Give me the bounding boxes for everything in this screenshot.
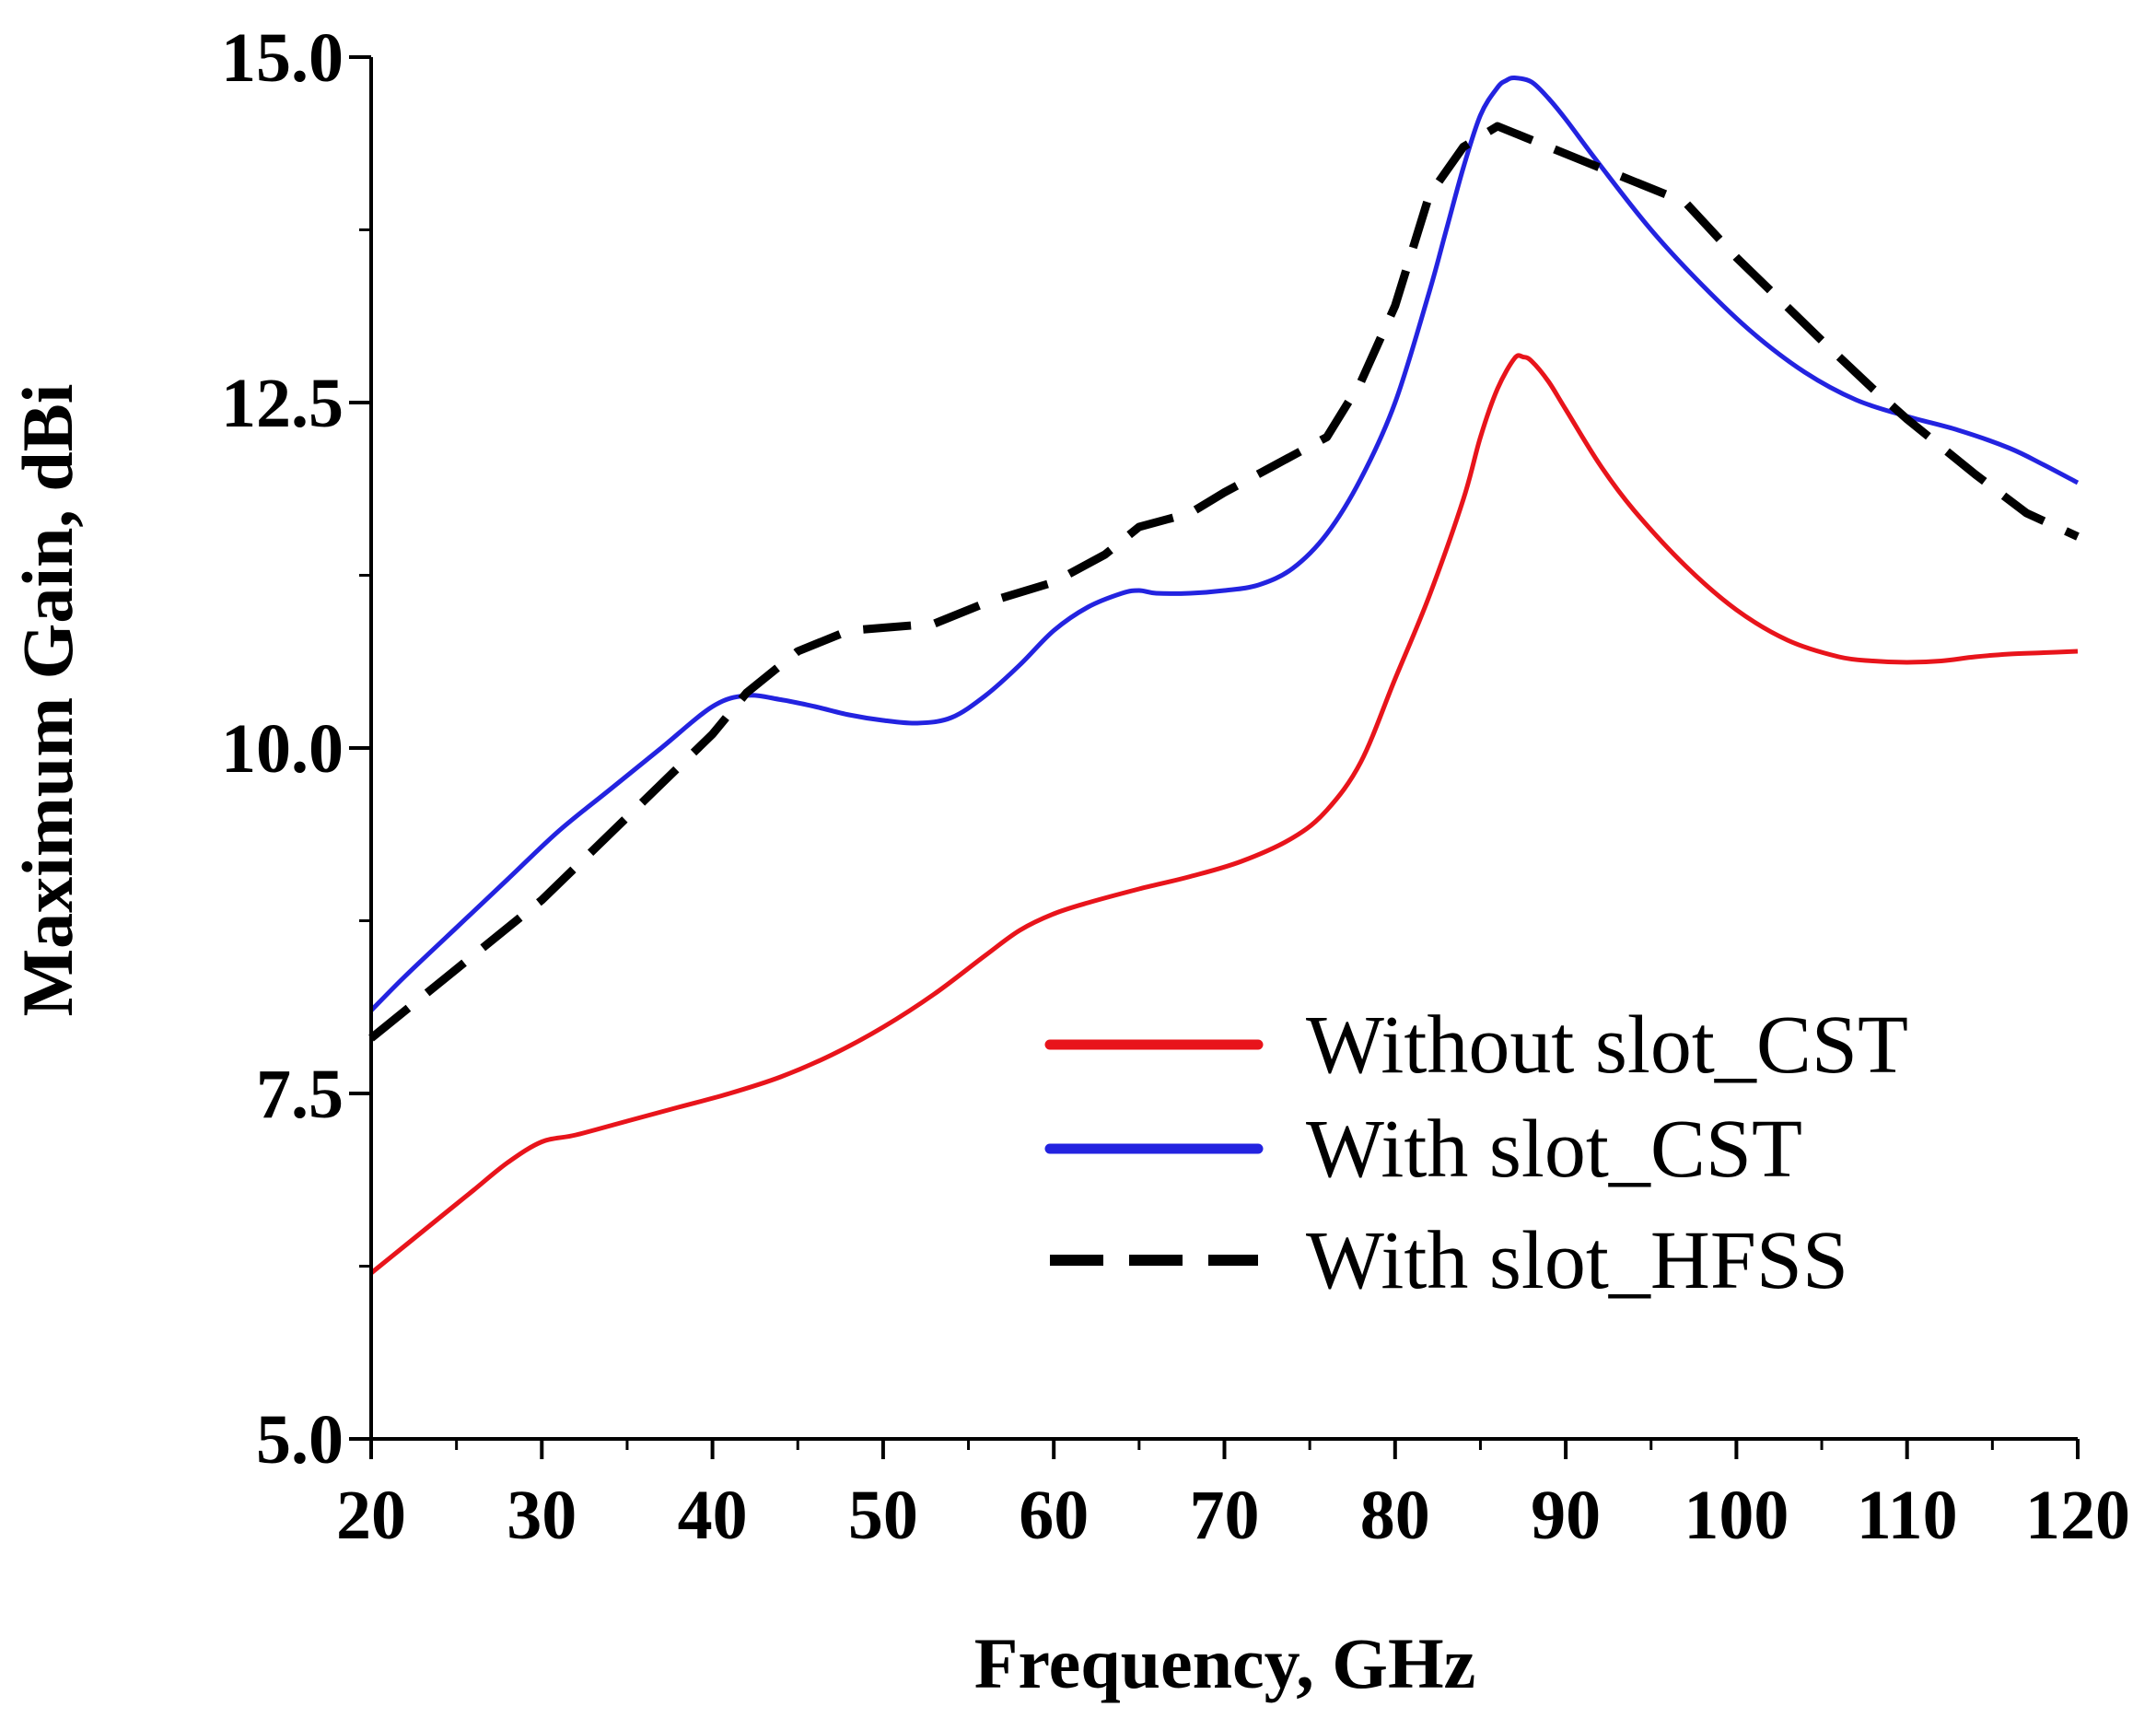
x-tick-label: 60: [1019, 1477, 1089, 1554]
series-line-with-slot-cst: [369, 75, 2080, 1012]
x-tick-label: 120: [2025, 1477, 2130, 1554]
ticks-layer: 20 30 40 50 60 70 80 90 100 110 120 5.0 7.5 10.0 12.5 1…: [221, 19, 2130, 1554]
x-tick-label: 90: [1531, 1477, 1601, 1554]
series-line-with-slot-hfss: [368, 122, 2080, 1042]
y-axis-title: Maximum Gain, dBi: [7, 384, 87, 1017]
y-tick-label: 10.0: [221, 710, 344, 788]
x-tick-label: 80: [1360, 1477, 1430, 1554]
series-layer: [368, 75, 2080, 1275]
x-tick-label: 70: [1190, 1477, 1260, 1554]
y-tick-label: 5.0: [256, 1401, 344, 1479]
y-tick-label: 7.5: [256, 1056, 344, 1133]
series-line-without-slot-cst: [369, 353, 2079, 1275]
legend-label-without-slot-cst: Without slot_CST: [1306, 999, 1908, 1091]
x-tick-label: 20: [336, 1477, 406, 1554]
y-tick-label: 12.5: [221, 365, 344, 442]
y-tick-label: 15.0: [221, 19, 344, 97]
legend-label-with-slot-hfss: With slot_HFSS: [1306, 1215, 1848, 1306]
legend-label-with-slot-cst: With slot_CST: [1306, 1104, 1802, 1195]
x-tick-label: 50: [848, 1477, 918, 1554]
x-tick-label: 110: [1857, 1477, 1958, 1554]
x-tick-label: 30: [507, 1477, 577, 1554]
x-tick-label: 100: [1684, 1477, 1789, 1554]
legend: Without slot_CST With slot_CST With slot_H…: [1031, 976, 2008, 1327]
x-axis-title: Frequency, GHz: [974, 1623, 1476, 1703]
x-tick-label: 40: [678, 1477, 748, 1554]
